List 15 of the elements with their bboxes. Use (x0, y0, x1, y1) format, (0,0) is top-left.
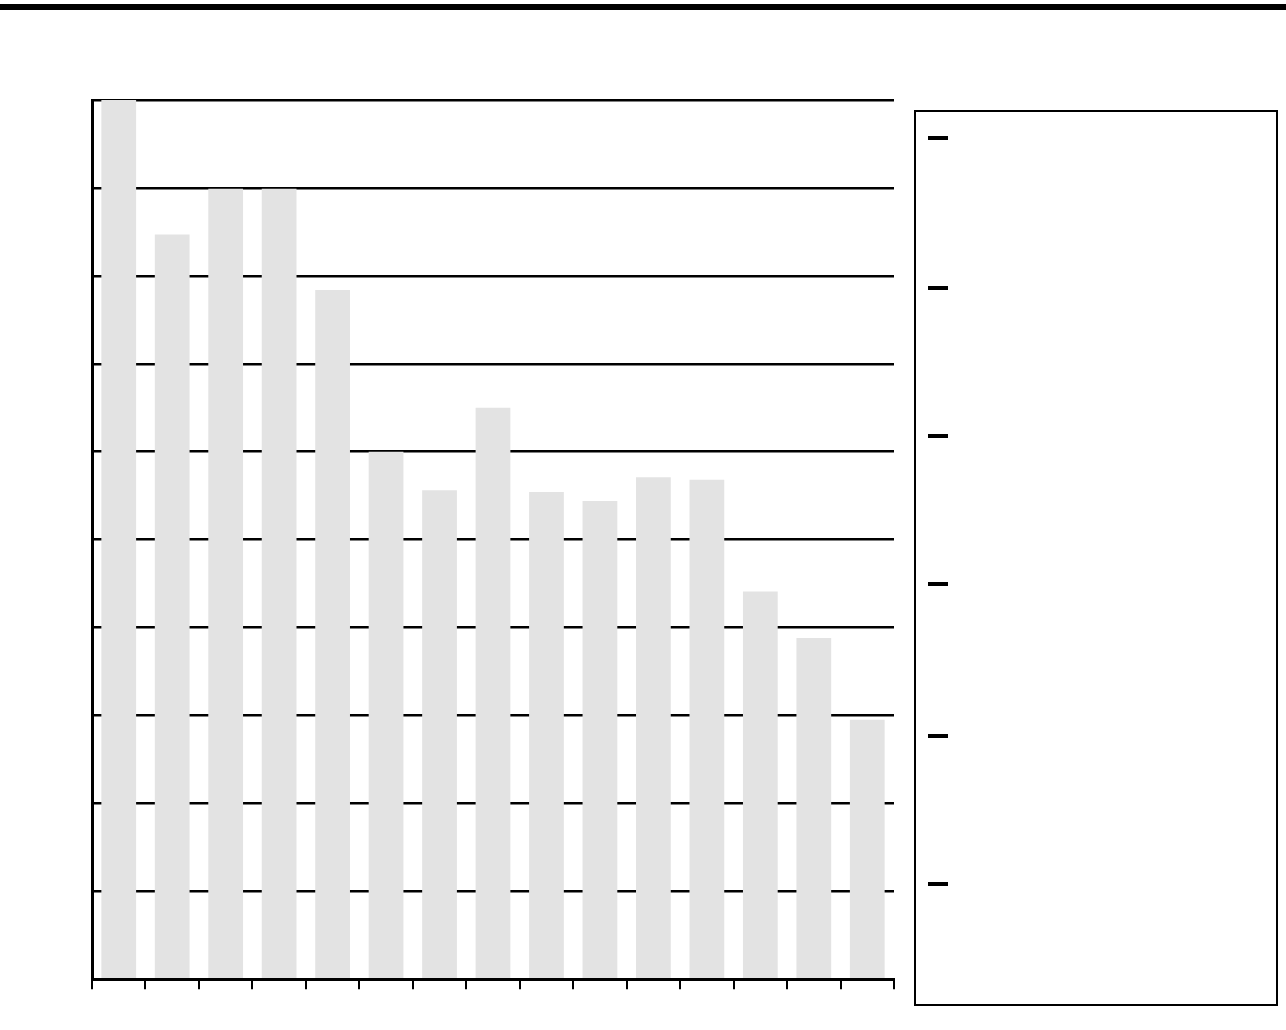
bar (475, 407, 511, 978)
bar (742, 591, 778, 978)
bar (582, 500, 618, 978)
bar (315, 289, 350, 978)
bar (796, 638, 832, 978)
bar (101, 100, 137, 978)
bar (154, 234, 190, 978)
bar (689, 479, 725, 978)
bar (529, 492, 564, 978)
bar (849, 719, 885, 978)
bar (208, 188, 244, 978)
bar (261, 188, 297, 978)
bar (368, 451, 404, 978)
bar (422, 490, 457, 978)
bar (636, 477, 671, 978)
